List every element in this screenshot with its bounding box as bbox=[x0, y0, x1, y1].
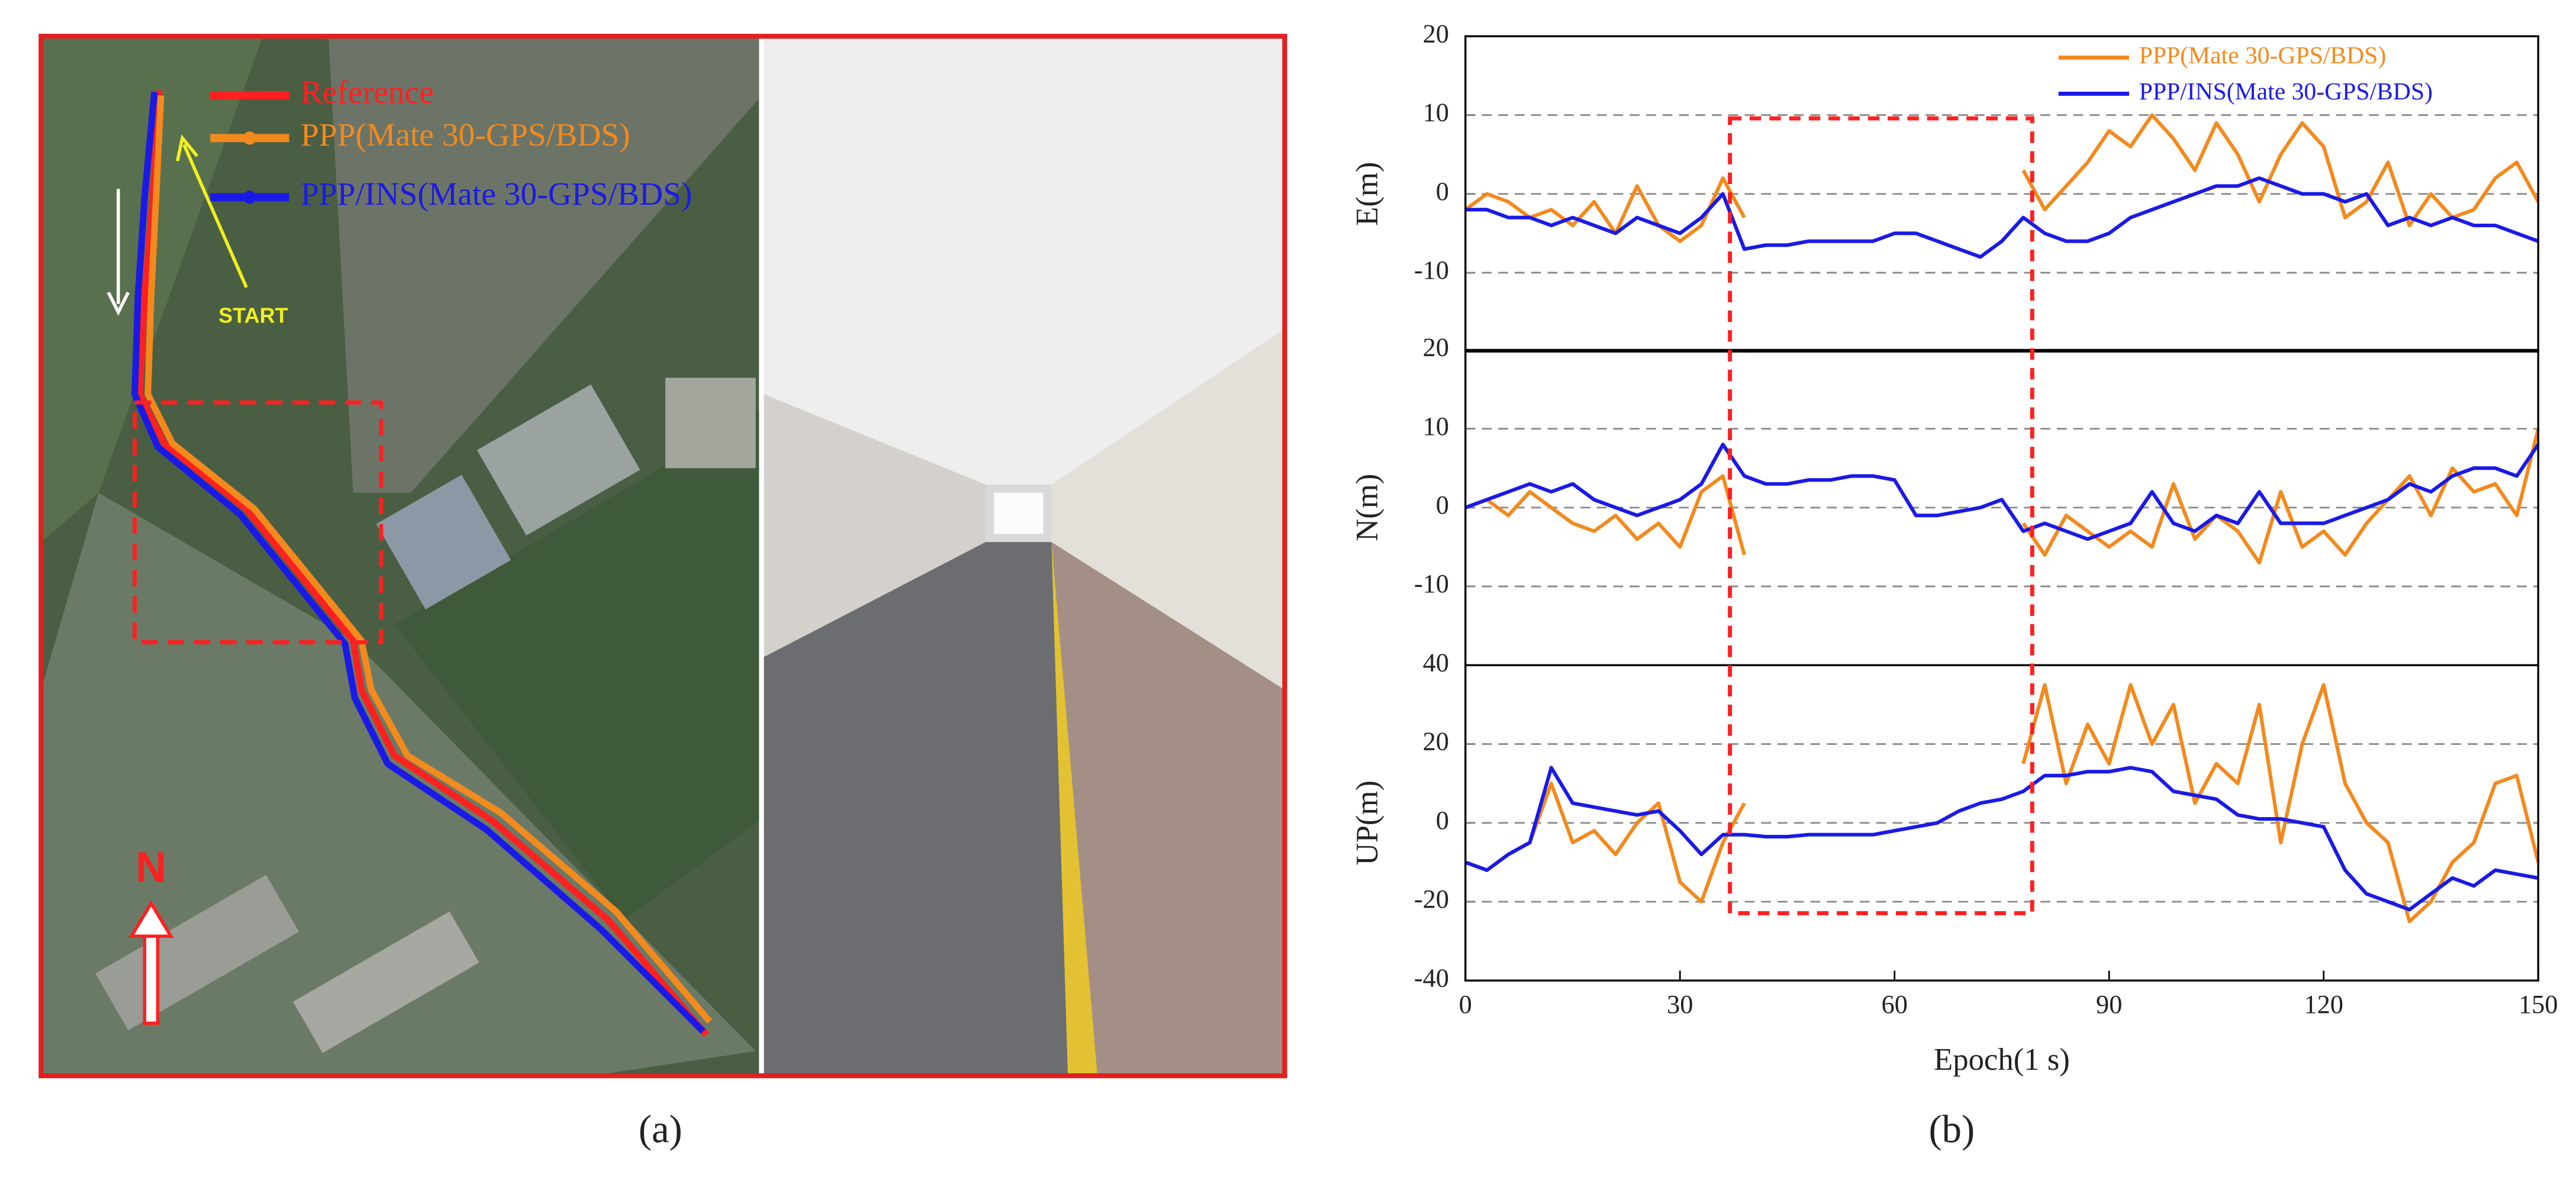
y-tick-label: 0 bbox=[1436, 490, 1449, 519]
sidewalk bbox=[1051, 542, 1285, 1076]
y-axis-label: N(m) bbox=[1350, 474, 1384, 541]
road-area bbox=[329, 36, 759, 493]
reference-track bbox=[136, 90, 709, 1037]
building bbox=[476, 384, 640, 535]
y-tick-label: 10 bbox=[1423, 98, 1449, 127]
y-axis-label: E(m) bbox=[1350, 162, 1384, 226]
building bbox=[376, 475, 511, 609]
photo-panel bbox=[764, 36, 1285, 1076]
y-tick-label: 20 bbox=[1423, 18, 1449, 48]
x-tick-label: 90 bbox=[2096, 989, 2122, 1019]
tunnel-exit bbox=[994, 492, 1044, 534]
data-line bbox=[1464, 766, 2539, 912]
trees bbox=[394, 411, 759, 920]
x-tick-label: 0 bbox=[1459, 989, 1472, 1019]
legend-label: Reference bbox=[301, 75, 434, 111]
outage-box bbox=[133, 400, 384, 644]
data-line bbox=[1465, 176, 2539, 259]
y-axis-label: UP(m) bbox=[1350, 780, 1384, 866]
road bbox=[764, 542, 1093, 1076]
legend-label: PPP(Mate 30-GPS/BDS) bbox=[2139, 42, 2387, 69]
start-label: START bbox=[218, 303, 288, 327]
ppp-track bbox=[144, 95, 713, 1024]
tunnel-right-wall bbox=[1051, 328, 1285, 690]
data-line bbox=[1464, 428, 2540, 565]
y-tick-label: 10 bbox=[1423, 411, 1449, 441]
north-label: N bbox=[136, 844, 166, 891]
y-tick-label: -20 bbox=[1414, 884, 1449, 914]
x-tick-label: 30 bbox=[1667, 989, 1693, 1019]
y-tick-label: 20 bbox=[1423, 333, 1449, 362]
outage-box bbox=[1728, 116, 2034, 915]
legend-marker bbox=[243, 131, 256, 145]
caption-b: (b) bbox=[1928, 1108, 1975, 1151]
y-tick-label: 40 bbox=[1423, 647, 1449, 677]
map-panel: START N Reference PPP(Mate 30-GPS/BDS) PPP… bbox=[41, 36, 759, 1076]
plot-frame bbox=[1464, 35, 2539, 353]
y-tick-label: -40 bbox=[1414, 963, 1449, 992]
building bbox=[293, 911, 479, 1053]
tunnel-left-wall bbox=[764, 394, 986, 657]
ppp-ins-track bbox=[131, 92, 706, 1034]
plot-frame bbox=[1464, 664, 2539, 982]
legend-marker bbox=[243, 191, 256, 204]
data-line bbox=[1464, 113, 2540, 243]
legend-label: PPP(Mate 30-GPS/BDS) bbox=[301, 117, 630, 153]
x-axis-label: Epoch(1 s) bbox=[1934, 1043, 2070, 1077]
x-tick-label: 150 bbox=[2519, 989, 2558, 1019]
building bbox=[665, 377, 756, 469]
north-arrow bbox=[143, 926, 160, 1025]
x-tick-label: 60 bbox=[1882, 989, 1908, 1019]
y-tick-label: 0 bbox=[1436, 805, 1449, 835]
y-tick-label: 20 bbox=[1423, 727, 1449, 756]
direction-arrow-head bbox=[107, 292, 130, 316]
map-legend: Reference PPP(Mate 30-GPS/BDS) PPP/INS(Mat… bbox=[210, 75, 692, 212]
legend-label: PPP/INS(Mate 30-GPS/BDS) bbox=[2139, 78, 2433, 105]
north-arrow-head bbox=[128, 900, 174, 938]
start-arrow bbox=[182, 144, 248, 289]
caption-a: (a) bbox=[639, 1108, 682, 1151]
data-line bbox=[1464, 443, 2540, 541]
y-tick-label: 0 bbox=[1436, 176, 1449, 206]
plots: -10 0 10 20 E(m) PPP(Mate 30-GPS/BDS) PPP/INS(… bbox=[1350, 18, 2558, 1077]
tunnel-ceiling bbox=[764, 36, 1285, 485]
y-tick-label: -10 bbox=[1414, 569, 1449, 598]
legend-label: PPP/INS(Mate 30-GPS/BDS) bbox=[301, 176, 693, 212]
panel-a-border bbox=[38, 34, 1287, 1079]
data-line bbox=[1464, 683, 2540, 924]
start-arrow-head bbox=[176, 134, 199, 162]
x-tick-label: 120 bbox=[2304, 989, 2343, 1019]
y-tick-label: -10 bbox=[1414, 255, 1449, 285]
